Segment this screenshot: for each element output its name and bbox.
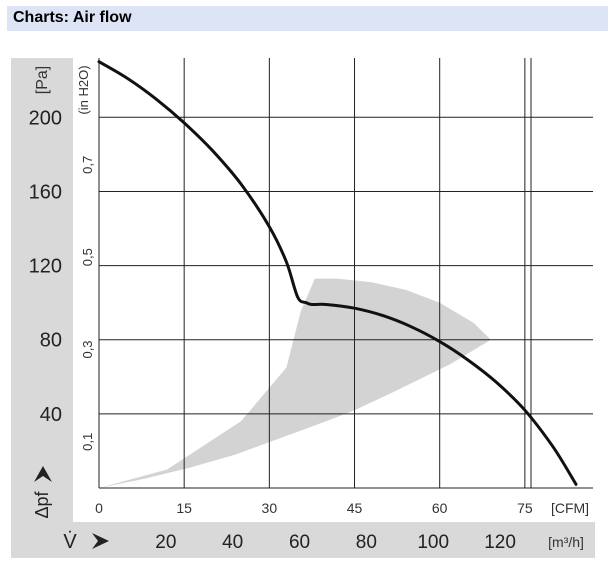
- x-axis-arrow-icon: [92, 533, 109, 549]
- y-axis-arrow-icon: [34, 466, 52, 482]
- x-tick-label: 0: [95, 500, 103, 516]
- y-tick-label: 40: [40, 404, 62, 426]
- y-tick-label: 80: [40, 330, 62, 352]
- y-unit-secondary: (in H2O): [76, 65, 91, 114]
- y-tick-label: 120: [29, 256, 62, 278]
- x-tick-label: 30: [262, 500, 278, 516]
- y-secondary-tick-label: 0,3: [80, 340, 95, 358]
- x-secondary-tick-label: 20: [155, 532, 176, 553]
- y-secondary-tick-label: 0,5: [80, 248, 95, 266]
- x-axis-label: V̇: [63, 531, 77, 553]
- x-tick-label: 45: [347, 500, 363, 516]
- y-axis-panel: [11, 58, 73, 528]
- y-secondary-tick-label: 0,7: [80, 156, 95, 174]
- page-title: Charts: Air flow: [13, 9, 132, 26]
- operating-range-area: [99, 278, 491, 488]
- x-secondary-tick-label: 80: [356, 532, 377, 553]
- grid-lines: [98, 58, 593, 489]
- x-tick-labels: 0 15 30 45 60 75: [95, 500, 533, 516]
- title-bar: Charts: Air flow: [7, 6, 608, 31]
- x-unit-primary: [CFM]: [551, 500, 589, 516]
- y-axis-label: Δpf: [32, 490, 52, 518]
- x-tick-label: 15: [176, 500, 192, 516]
- x-secondary-tick-label: 100: [417, 532, 449, 553]
- y-unit-primary: [Pa]: [34, 66, 51, 94]
- y-secondary-tick-label: 0,1: [80, 433, 95, 451]
- air-flow-curve: [97, 60, 578, 486]
- x-secondary-tick-label: 120: [484, 532, 516, 553]
- x-secondary-tick-label: 60: [289, 532, 310, 553]
- x-secondary-tick-labels: 20 40 60 80 100 120: [155, 532, 516, 553]
- x-tick-label: 60: [432, 500, 448, 516]
- y-secondary-tick-labels: 0,1 0,3 0,5 0,7: [80, 156, 95, 451]
- x-unit-secondary: [m³/h]: [548, 534, 584, 550]
- x-secondary-tick-label: 40: [222, 532, 243, 553]
- y-tick-label: 160: [29, 181, 62, 203]
- plot-area: [75, 58, 595, 492]
- x-axis-panel: [11, 522, 595, 558]
- x-tick-label: 75: [517, 500, 533, 516]
- y-tick-labels: 40 80 120 160 200: [29, 107, 62, 426]
- y-tick-label: 200: [29, 107, 62, 129]
